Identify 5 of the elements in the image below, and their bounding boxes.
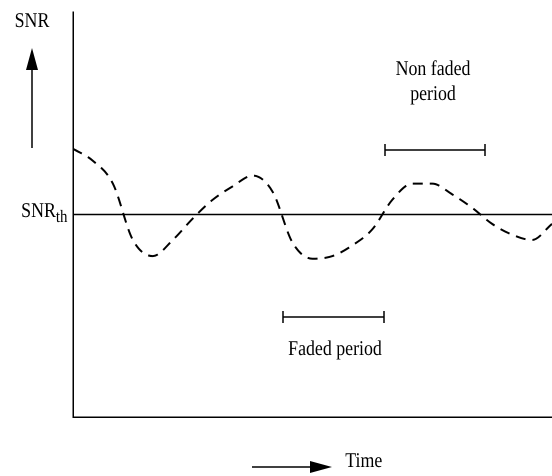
text: Non faded period <box>394 56 472 106</box>
text: SNR <box>14 8 50 34</box>
ref-line-label: SNR$_{th}$ <box>20 198 67 227</box>
x-axis-title: Time <box>345 448 382 474</box>
annotation: Faded period <box>287 336 383 362</box>
